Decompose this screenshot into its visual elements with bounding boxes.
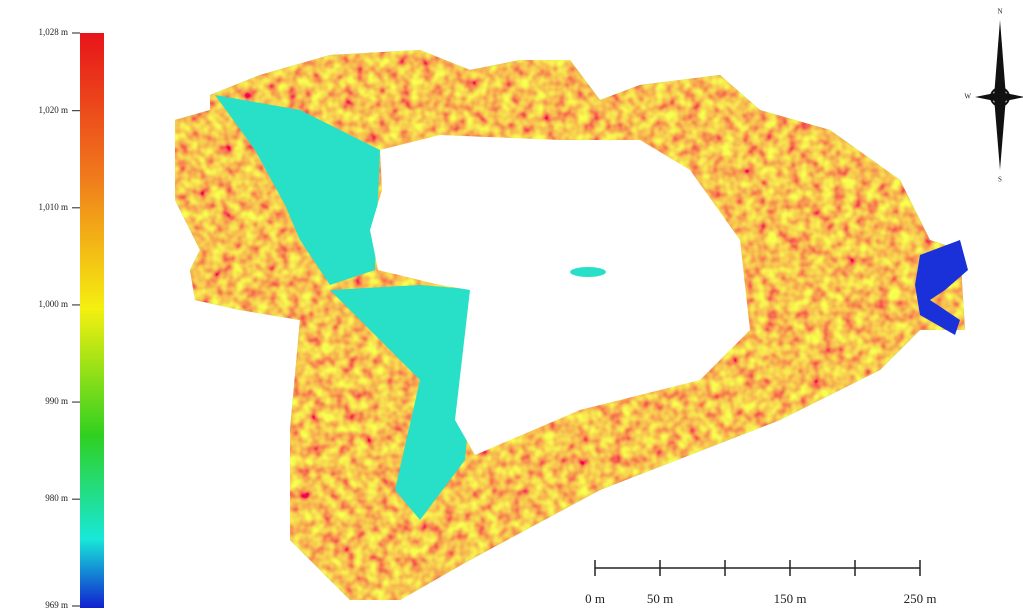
colorbar-ticks: 1,028 m 1,020 m 1,010 m 1,000 m 990 m 980 m 96… — [38, 27, 80, 610]
map: 1,028 m 1,020 m 1,010 m 1,000 m 990 m 980 m 96… — [0, 0, 1023, 615]
colorbar-label: 1,000 m — [38, 299, 68, 309]
colorbar-label: 990 m — [45, 396, 68, 406]
scale-ticks: 0 m 50 m 150 m 250 m — [585, 560, 936, 606]
compass-south: S — [998, 176, 1002, 184]
colorbar-label: 1,010 m — [38, 202, 68, 212]
scale-label: 150 m — [774, 591, 807, 606]
scale-label: 0 m — [585, 591, 605, 606]
compass: N S W — [964, 8, 1023, 184]
scale-label: 250 m — [904, 591, 937, 606]
colorbar-label: 1,020 m — [38, 105, 68, 115]
island — [570, 267, 606, 277]
compass-west: W — [964, 93, 971, 101]
colorbar — [80, 33, 104, 608]
colorbar-label: 980 m — [45, 493, 68, 503]
colorbar-label: 1,028 m — [38, 27, 68, 37]
colorbar-label: 969 m — [45, 600, 68, 610]
scale-label: 50 m — [647, 591, 673, 606]
terrain — [175, 50, 968, 600]
compass-north: N — [997, 8, 1002, 16]
